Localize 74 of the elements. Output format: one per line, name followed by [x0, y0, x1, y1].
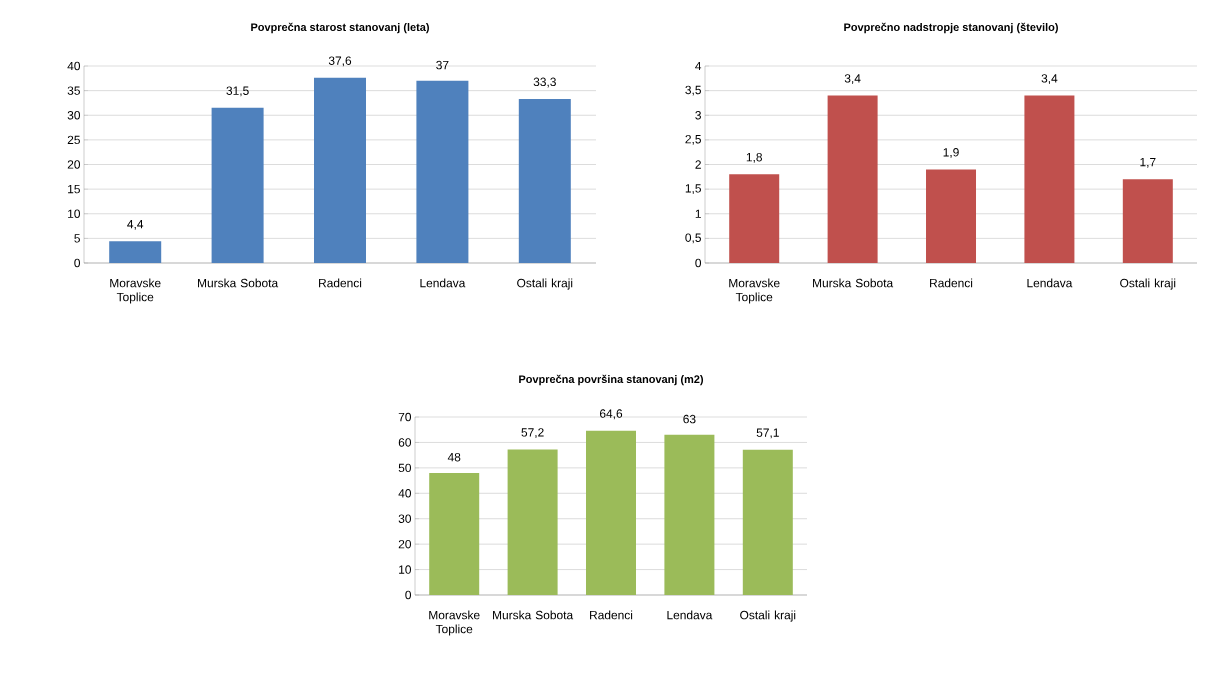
y-tick-label: 3,5: [685, 85, 701, 96]
y-tick-label: 30: [398, 514, 412, 523]
chart-title: Povprečna površina stanovanj (m2): [519, 374, 704, 386]
data-label: 37,6: [328, 56, 352, 67]
x-tick-label: Lendava: [420, 278, 466, 288]
bar: [742, 449, 793, 596]
y-tick-label: 3: [695, 111, 701, 120]
y-tick-label: 15: [68, 184, 80, 194]
data-label: 37: [436, 60, 449, 70]
bar: [109, 241, 162, 263]
y-tick-label: 40: [67, 61, 81, 71]
x-tick-label: Murska Sobota: [198, 278, 279, 288]
y-tick-label: 2: [695, 160, 701, 169]
x-tick-label: Radenci: [930, 278, 973, 288]
y-tick-label: 40: [398, 489, 412, 498]
bar: [664, 434, 715, 596]
data-label: 1,9: [943, 148, 959, 158]
y-tick-label: 4: [695, 61, 702, 71]
bar: [1024, 95, 1075, 263]
y-tick-label: 0: [74, 258, 81, 268]
data-label: 48: [447, 452, 461, 462]
bar: [507, 449, 558, 596]
y-tick-label: 70: [398, 412, 412, 422]
data-label: 57,1: [756, 428, 779, 439]
y-tick-label: 20: [398, 539, 412, 549]
x-tick-label: Moravske Toplice: [429, 610, 480, 636]
y-tick-label: 1: [695, 209, 701, 218]
y-tick-label: 0,5: [685, 233, 701, 244]
x-tick-label: Murska Sobota: [813, 278, 894, 288]
chart-title: Povprečno nadstropje stanovanj (število): [844, 22, 1058, 34]
y-tick-label: 10: [68, 209, 81, 218]
y-tick-label: 30: [67, 111, 81, 120]
y-tick-label: 35: [67, 86, 80, 95]
x-tick-label: Ostali kraji: [740, 610, 796, 622]
bar: [827, 95, 878, 263]
data-label: 63: [683, 414, 696, 424]
x-tick-label: Radenci: [590, 610, 633, 620]
y-tick-label: 0: [695, 258, 702, 268]
data-label: 3,4: [844, 74, 861, 85]
y-tick-label: 60: [398, 438, 412, 447]
data-label: 64,6: [599, 409, 623, 420]
bar: [1122, 179, 1173, 263]
y-tick-label: 1,5: [685, 184, 701, 195]
bar: [314, 77, 366, 263]
y-tick-label: 10: [399, 565, 412, 574]
bar: [416, 80, 469, 263]
x-tick-label: Murska Sobota: [493, 610, 574, 620]
bar: [211, 107, 264, 263]
x-tick-label: Moravske Toplice: [729, 278, 780, 304]
x-tick-label: Radenci: [319, 278, 362, 288]
bar: [429, 472, 480, 596]
x-tick-label: Moravske Toplice: [110, 278, 161, 304]
y-tick-label: 2,5: [685, 134, 701, 145]
bar: [729, 174, 780, 263]
y-tick-label: 0: [405, 590, 412, 600]
data-label: 33,3: [533, 77, 556, 88]
x-tick-label: Lendava: [667, 610, 713, 620]
x-tick-label: Ostali kraji: [517, 278, 573, 290]
data-label: 1,8: [746, 152, 762, 163]
x-tick-label: Lendava: [1027, 278, 1073, 288]
data-label: 3,4: [1041, 74, 1058, 85]
chart-title: Povprečna starost stanovanj (leta): [251, 22, 429, 34]
data-label: 4,4: [127, 220, 144, 230]
data-label: 31,5: [226, 86, 249, 97]
x-tick-label: Ostali kraji: [1120, 278, 1176, 290]
y-tick-label: 25: [67, 135, 80, 145]
data-label: 57,2: [521, 428, 544, 439]
bar: [586, 430, 636, 596]
data-label: 1,7: [1140, 158, 1156, 168]
y-tick-label: 5: [74, 234, 80, 243]
bar: [926, 169, 977, 263]
y-tick-label: 20: [67, 160, 81, 169]
bar: [518, 99, 571, 263]
y-tick-label: 50: [398, 463, 412, 473]
